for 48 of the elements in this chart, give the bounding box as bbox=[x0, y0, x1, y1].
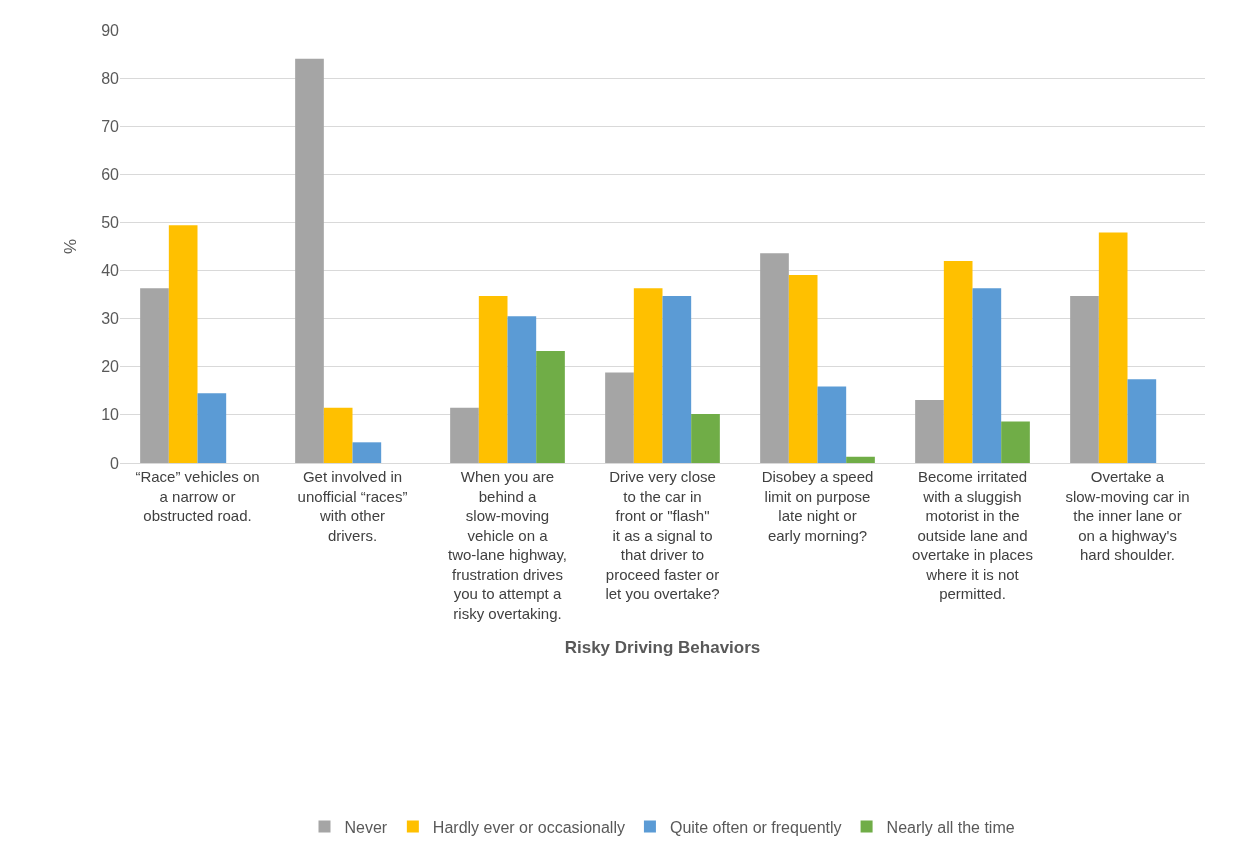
x-tick-label: “Race” vehicles on a narrow or obstructed road. bbox=[135, 468, 260, 524]
y-tick-label: 70 bbox=[101, 117, 120, 135]
bar bbox=[691, 413, 720, 463]
bar bbox=[915, 399, 944, 463]
bar bbox=[478, 296, 508, 463]
y-tick-label: 60 bbox=[101, 165, 120, 183]
legend-label: Quite often or frequently bbox=[669, 818, 842, 836]
x-tick-label: Drive very close to the car in front or "flash" it as a signal to that driver to proceed faster or let you overtake? bbox=[605, 468, 720, 602]
bar bbox=[605, 372, 634, 463]
y-tick-label: 40 bbox=[101, 262, 120, 280]
bar bbox=[168, 225, 198, 463]
bar bbox=[633, 288, 663, 463]
bar bbox=[760, 253, 789, 463]
bar bbox=[450, 407, 479, 463]
bar bbox=[788, 274, 818, 463]
y-tick-label: 80 bbox=[101, 69, 120, 87]
x-axis-title: Risky Driving Behaviors bbox=[564, 637, 761, 657]
x-tick-label: Disobey a speed limit on purpose late night or early morning? bbox=[761, 468, 874, 544]
bar bbox=[1070, 296, 1099, 463]
y-tick-label: 30 bbox=[101, 310, 120, 328]
bar bbox=[662, 296, 692, 463]
bar bbox=[817, 386, 847, 463]
y-axis-title: % bbox=[61, 238, 80, 255]
legend-label: Never bbox=[344, 818, 388, 836]
bar bbox=[1127, 379, 1157, 463]
bar bbox=[197, 393, 227, 463]
bar bbox=[943, 260, 973, 463]
bar bbox=[1001, 421, 1030, 463]
bar bbox=[295, 58, 324, 463]
y-tick-label: 50 bbox=[101, 214, 120, 232]
x-tick-label: When you are behind a slow-moving vehicle on a two-lane highway, frustration drives you to attempt a risky overtaking. bbox=[448, 468, 567, 622]
y-tick-label: 90 bbox=[101, 21, 120, 39]
bar bbox=[352, 442, 382, 463]
bar bbox=[1098, 232, 1128, 463]
bar bbox=[536, 350, 565, 463]
x-tick-label: Become irritated with a sluggish motorist in the outside lane and overtake in places where it is not permitted. bbox=[912, 468, 1033, 602]
bar bbox=[140, 288, 169, 463]
bar bbox=[846, 456, 875, 463]
bar bbox=[507, 316, 537, 463]
bar bbox=[972, 288, 1002, 463]
y-tick-label: 10 bbox=[101, 406, 120, 424]
legend-label: Hardly ever or occasionally bbox=[432, 818, 625, 836]
bar bbox=[323, 407, 353, 463]
x-tick-label: Get involved in unofficial “races” with other drivers. bbox=[297, 468, 408, 544]
y-tick-label: 20 bbox=[101, 358, 120, 376]
x-tick-label: Overtake a slow-moving car in the inner lane or on a highway's hard shoulder. bbox=[1065, 468, 1190, 563]
legend-label: Nearly all the time bbox=[886, 818, 1015, 836]
y-tick-label: 0 bbox=[110, 454, 120, 472]
